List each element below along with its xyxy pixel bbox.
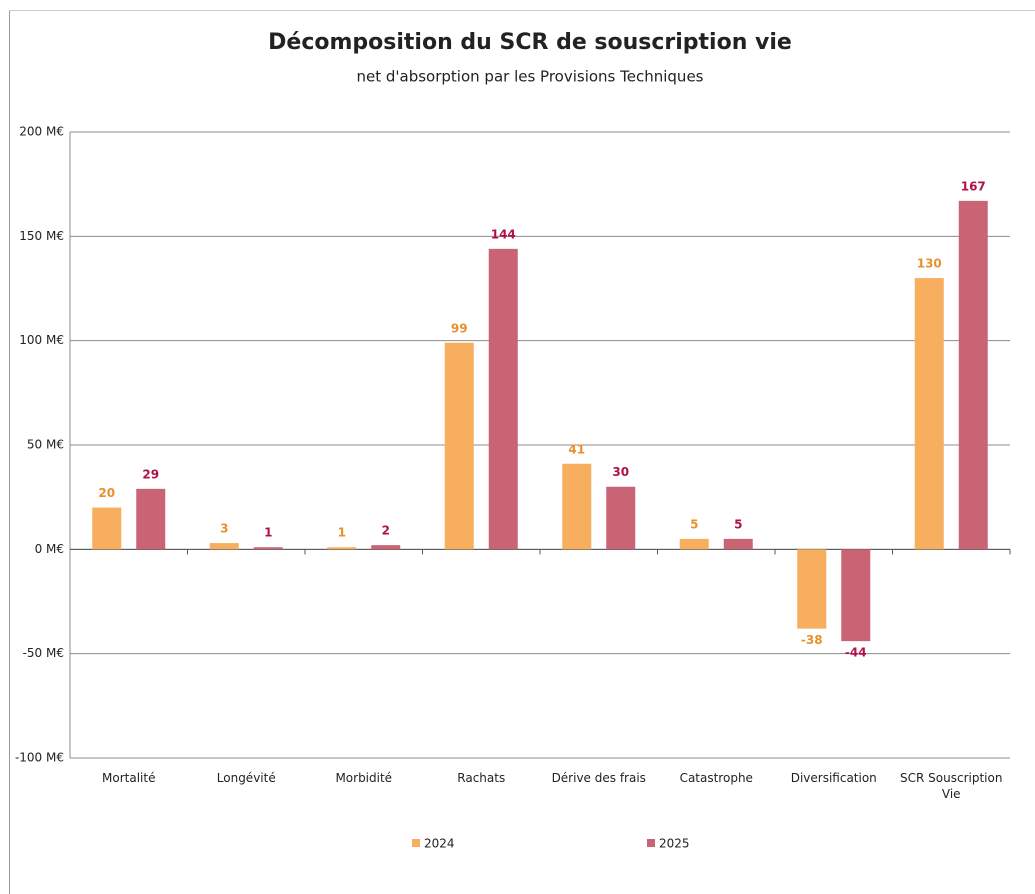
x-tick-label: Dérive des frais (551, 771, 646, 785)
bar (136, 488, 166, 550)
data-label: 2 (382, 524, 390, 538)
data-label: -38 (801, 633, 823, 647)
x-tick-label: Mortalité (102, 771, 156, 785)
x-tick-label: Catastrophe (679, 771, 753, 785)
x-tick-label: Diversification (790, 771, 877, 785)
legend-label: 2024 (424, 837, 455, 851)
legend-label: 2025 (659, 837, 690, 851)
data-label: 130 (917, 257, 942, 271)
data-label: 5 (690, 517, 698, 531)
bar (679, 538, 709, 550)
y-tick-label: -50 M€ (23, 646, 64, 660)
legend-swatch (647, 839, 655, 847)
bar (841, 549, 871, 642)
y-tick-label: 200 M€ (19, 125, 64, 139)
x-tick-label: SCR Souscription Vie (900, 771, 1003, 801)
bar (488, 248, 518, 550)
bar (444, 342, 474, 550)
bar (914, 278, 944, 550)
chart-title: Décomposition du SCR de souscription vie (268, 30, 792, 55)
x-tick-label: Morbidité (335, 771, 393, 785)
bar (371, 545, 401, 550)
data-label: -44 (845, 646, 867, 660)
bar (723, 538, 753, 550)
bar (327, 547, 357, 550)
data-label: 1 (338, 526, 346, 540)
data-label: 1 (264, 526, 272, 540)
data-label: 3 (220, 522, 228, 536)
data-label: 41 (568, 442, 585, 456)
bar (606, 486, 636, 550)
data-label: 167 (961, 179, 986, 193)
data-label: 144 (491, 227, 516, 241)
x-tick-label: Rachats (457, 771, 506, 785)
data-label: 20 (98, 486, 115, 500)
bar (562, 463, 592, 550)
y-tick-label: 150 M€ (19, 229, 64, 243)
data-label: 5 (734, 517, 742, 531)
chart-subtitle: net d'absorption par les Provisions Tech… (357, 68, 704, 86)
y-tick-label: 100 M€ (19, 333, 64, 347)
x-tick-label: Longévité (216, 771, 276, 785)
y-tick-label: 50 M€ (27, 438, 64, 452)
bar (958, 200, 988, 550)
y-tick-label: 0 M€ (35, 542, 64, 556)
data-label: 29 (142, 467, 159, 481)
data-label: 30 (612, 465, 629, 479)
bar (209, 543, 239, 550)
bar (797, 549, 827, 629)
data-label: 99 (451, 321, 468, 335)
bar (92, 507, 122, 550)
bar (253, 547, 283, 550)
legend-swatch (412, 839, 420, 847)
y-tick-label: -100 M€ (15, 751, 64, 765)
